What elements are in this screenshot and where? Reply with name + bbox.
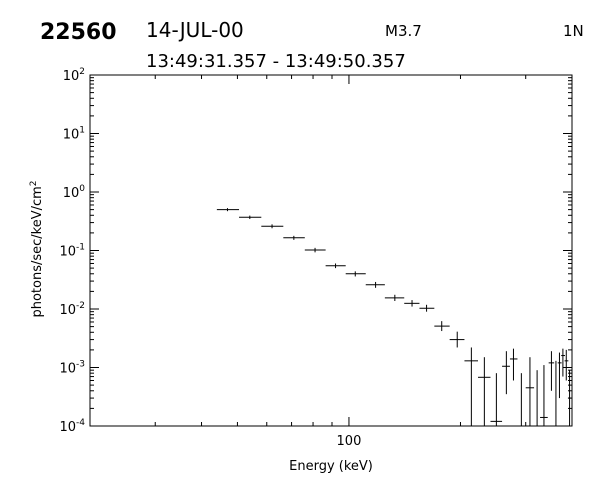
y-tick-label: 102 [63, 67, 85, 84]
data-point [325, 263, 346, 269]
data-point [449, 331, 465, 348]
y-tick-label: 101 [63, 126, 85, 143]
y-tick-label-base: 10 [59, 420, 76, 435]
data-point [502, 351, 510, 395]
y-tick-label-base: 10 [63, 186, 80, 201]
time-range: 13:49:31.357 - 13:49:50.357 [146, 51, 406, 72]
data-point [365, 281, 385, 288]
data-point [384, 294, 405, 302]
data-point [404, 300, 420, 307]
y-tick-label: 100 [63, 184, 86, 201]
event-id: 22560 [40, 20, 117, 45]
y-tick-label-base: 10 [63, 128, 80, 143]
data-point [540, 365, 548, 426]
y-tick-label: 10-4 [59, 418, 85, 435]
x-tick-label: 100 [337, 434, 362, 449]
data-point [553, 360, 559, 427]
data-point [304, 247, 326, 253]
data-point [490, 373, 503, 426]
data-point [434, 321, 450, 332]
event-date: 14-JUL-00 [146, 18, 244, 42]
flare-position: 1N [563, 22, 584, 40]
y-tick-label-exponent: -1 [76, 243, 85, 253]
axis-ticks [89, 74, 573, 427]
data-points [216, 208, 572, 427]
y-axis-title-main: photons/sec/keV/cm [30, 186, 45, 317]
flare-class: M3.7 [385, 22, 422, 40]
data-point [345, 271, 366, 277]
data-point [564, 349, 569, 381]
data-point [557, 352, 562, 399]
data-point [509, 348, 518, 381]
data-point [567, 370, 572, 426]
y-tick-label-base: 10 [59, 362, 76, 377]
y-tick-label-exponent: -3 [76, 360, 85, 370]
y-tick-label-exponent: -4 [76, 418, 85, 428]
plot-frame [89, 74, 573, 427]
y-tick-label-base: 10 [63, 69, 80, 84]
data-point [561, 348, 566, 377]
data-point [517, 373, 526, 427]
data-point [525, 357, 535, 426]
data-point [419, 304, 435, 312]
x-axis-title: Energy (keV) [289, 459, 373, 474]
y-axis-title: photons/sec/keV/cm2 [29, 180, 45, 317]
x-tick-labels: 100 [337, 434, 362, 449]
y-tick-label: 10-2 [59, 301, 85, 318]
y-tick-label-base: 10 [59, 303, 76, 318]
y-tick-label-exponent: 2 [79, 67, 85, 77]
data-point [239, 215, 262, 220]
y-tick-label: 10-3 [59, 360, 85, 377]
y-axis-title-superscript: 2 [29, 180, 39, 186]
y-tick-label-base: 10 [59, 245, 76, 260]
data-point [477, 357, 491, 426]
data-point [534, 370, 541, 427]
data-point [464, 347, 478, 426]
y-tick-label-exponent: 0 [79, 184, 85, 194]
data-point [283, 235, 305, 240]
y-tick-label: 10-1 [59, 243, 85, 260]
data-point [216, 208, 240, 212]
y-tick-label-exponent: 1 [79, 126, 85, 136]
y-tick-label-exponent: -2 [76, 301, 85, 311]
data-point [261, 224, 284, 229]
data-point [548, 351, 555, 391]
